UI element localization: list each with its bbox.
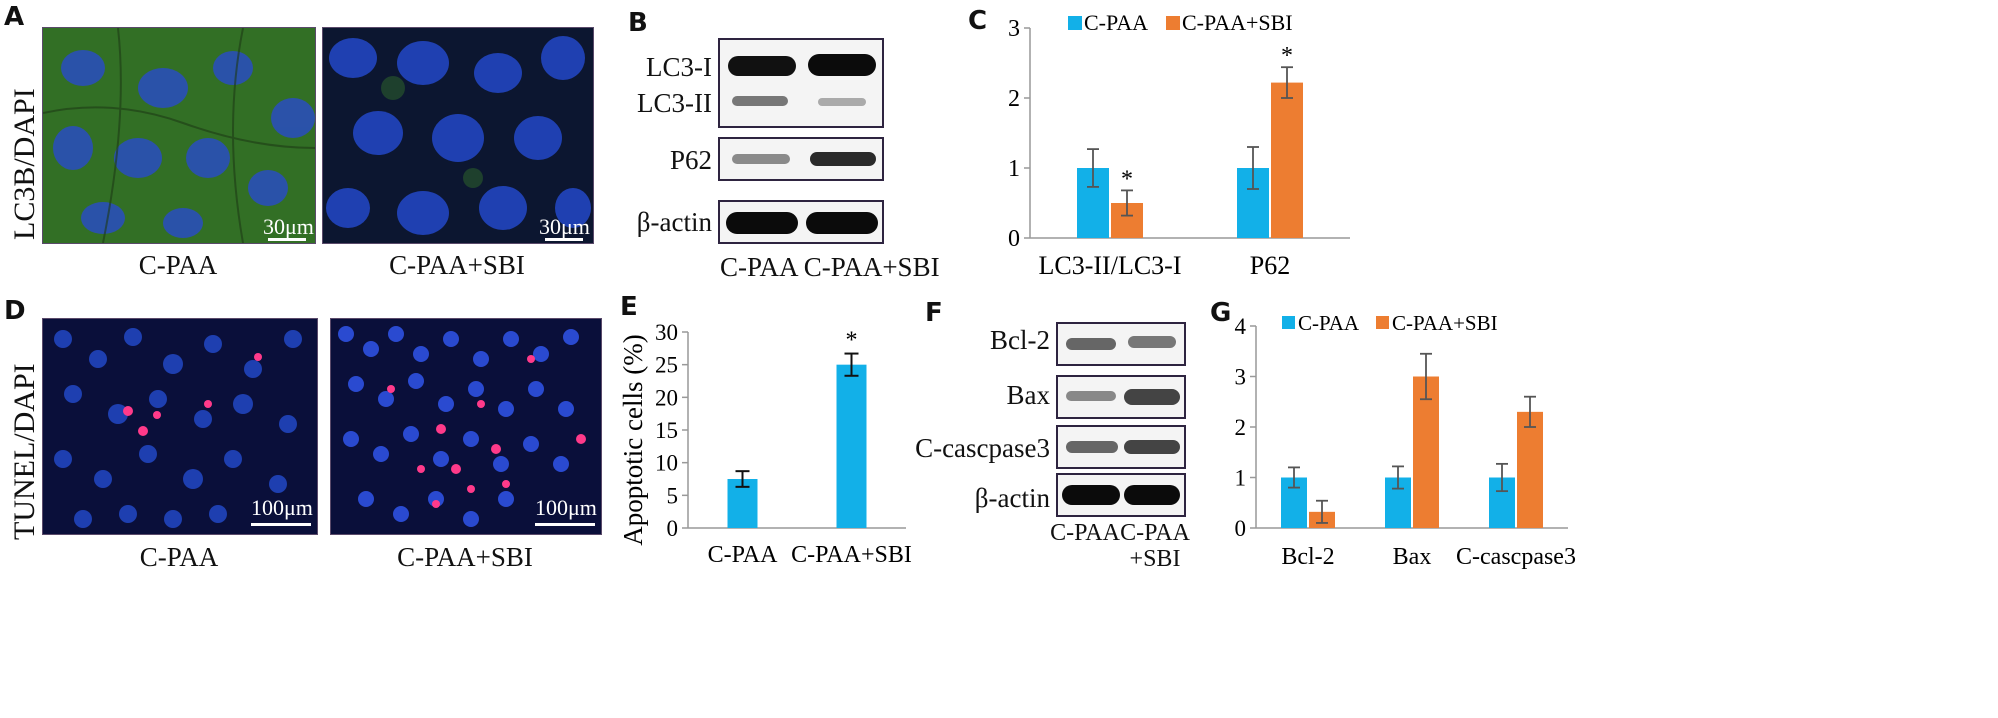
- lc3b-micrograph-control: 30μm: [42, 27, 316, 244]
- blot-c-caspase3-bands: [1066, 440, 1180, 454]
- lane-label: C-PAA: [1120, 520, 1190, 546]
- blot-bax-bands: [1066, 389, 1180, 405]
- x-tick-label: C-cascpase3: [1456, 544, 1576, 570]
- band-label: β-actin: [974, 483, 1050, 513]
- blot-p62: [718, 137, 884, 181]
- panel-letter-d: D: [4, 296, 26, 326]
- y-tick-label: 20: [655, 385, 678, 410]
- band-label: β-actin: [636, 207, 712, 237]
- tunel-micrograph-control: 100μm: [42, 318, 318, 535]
- blot-p62-bands: [732, 152, 876, 166]
- lc3b-image-control: [43, 28, 315, 243]
- caption-control: C-PAA: [138, 250, 218, 280]
- chart-c: 0 1 2 3 * * LC3-II/LC3-I P62 C-PAA C-PAA+SBI: [1008, 10, 1350, 280]
- band-label: Bcl-2: [990, 325, 1050, 355]
- lane-labels: C-PAA C-PAA+SBI: [720, 252, 940, 282]
- caption-sbi: C-PAA+SBI: [397, 542, 533, 572]
- bar: [1413, 376, 1439, 528]
- y-tick-label: 2: [1235, 415, 1247, 440]
- significance-mark: *: [846, 328, 858, 354]
- x-tick-label: Bax: [1393, 544, 1432, 570]
- significance-mark: *: [1281, 43, 1293, 69]
- chart-g: 0 1 2 3 4 Bcl-2 Bax C-cascpase3 C-PAA C-PAA+SB…: [1235, 311, 1576, 570]
- panel-d-side-label: TUNEL/DAPI: [8, 363, 41, 540]
- scale-bar: [545, 238, 583, 241]
- y-tick-label: 4: [1235, 314, 1247, 339]
- scale-bar-label: 30μm: [539, 214, 590, 239]
- lc3b-image-sbi: [323, 28, 593, 243]
- x-tick-label: LC3-II/LC3-I: [1039, 251, 1182, 280]
- blot-lc3-bands: [728, 54, 876, 106]
- scale-bar-label: 100μm: [535, 495, 597, 520]
- legend-swatch-c-paa: [1068, 16, 1082, 30]
- band-label: LC3-II: [637, 88, 712, 118]
- legend: C-PAA C-PAA+SBI: [1282, 311, 1498, 335]
- y-tick-label: 0: [667, 516, 679, 541]
- legend: C-PAA C-PAA+SBI: [1068, 10, 1293, 35]
- x-tick-label: P62: [1250, 251, 1290, 280]
- legend-label: C-PAA: [1298, 311, 1360, 335]
- scale-bar: [535, 523, 595, 526]
- blot-beta-actin: [718, 200, 884, 244]
- chart-e: Apoptotic cells (%) 0 5 10 15 20 25 30 * C-PAA…: [618, 320, 912, 568]
- blot-c-caspase3: [1056, 425, 1186, 469]
- bar: [836, 364, 867, 528]
- tunel-micrograph-sbi: 100μm: [330, 318, 602, 535]
- x-tick-label: Bcl-2: [1281, 544, 1334, 570]
- significance-mark: *: [1121, 166, 1133, 192]
- panel-letter-b: B: [628, 8, 648, 38]
- legend-label: C-PAA+SBI: [1392, 311, 1498, 335]
- band-label: P62: [669, 145, 712, 175]
- legend-swatch-c-paa-sbi: [1376, 316, 1389, 329]
- legend-label: C-PAA: [1084, 10, 1148, 35]
- panel-letter-a: A: [4, 2, 25, 32]
- y-tick-label: 5: [667, 483, 679, 508]
- y-tick-label: 3: [1008, 16, 1020, 42]
- y-tick-label: 1: [1008, 156, 1020, 182]
- band-label: Bax: [1006, 380, 1051, 410]
- scale-bar: [268, 238, 306, 241]
- blot-beta-actin-f: [1056, 473, 1186, 517]
- panel-letter-g: G: [1210, 298, 1232, 328]
- y-tick-label: 3: [1235, 365, 1247, 390]
- blot-bcl2: [1056, 322, 1186, 366]
- lane-label: C-PAA: [1050, 520, 1120, 546]
- legend-swatch-c-paa-sbi: [1166, 16, 1180, 30]
- y-tick-label: 0: [1235, 516, 1247, 541]
- scale-bar-label: 30μm: [263, 214, 314, 239]
- legend-label: C-PAA+SBI: [1182, 10, 1293, 35]
- x-tick-label: C-PAA+SBI: [791, 542, 912, 568]
- blot-bcl2-bands: [1066, 336, 1176, 350]
- blot-beta-actin-bands: [726, 212, 878, 234]
- y-tick-label: 1: [1235, 466, 1247, 491]
- y-axis-label: Apoptotic cells (%): [618, 334, 648, 545]
- tunel-image-control: [43, 319, 317, 534]
- x-tick-label: C-PAA: [708, 542, 778, 568]
- blot-beta-actin-f-bands: [1062, 485, 1180, 505]
- caption-sbi: C-PAA+SBI: [389, 250, 525, 280]
- y-tick-label: 2: [1008, 86, 1020, 112]
- tunel-image-sbi: [331, 319, 601, 534]
- bar: [1517, 411, 1543, 528]
- panel-a-side-label: LC3B/DAPI: [8, 88, 41, 240]
- y-tick-label: 0: [1008, 226, 1020, 252]
- lane-label: +SBI: [1129, 546, 1181, 572]
- lc3b-micrograph-sbi: 30μm: [322, 27, 594, 244]
- band-label: C-cascpase3: [915, 433, 1050, 463]
- legend-swatch-c-paa: [1282, 316, 1295, 329]
- panel-letter-c: C: [968, 6, 988, 36]
- panel-letter-e: E: [620, 292, 638, 322]
- scale-bar-label: 100μm: [251, 495, 313, 520]
- caption-control: C-PAA: [139, 542, 219, 572]
- scale-bar: [251, 523, 311, 526]
- y-tick-label: 15: [655, 418, 678, 443]
- blot-bax: [1056, 375, 1186, 419]
- band-label: LC3-I: [646, 52, 712, 82]
- y-tick-label: 10: [655, 451, 678, 476]
- y-tick-label: 30: [655, 320, 678, 345]
- bar: [1271, 82, 1303, 238]
- y-tick-label: 25: [655, 353, 678, 378]
- panel-letter-f: F: [925, 298, 943, 328]
- blot-lc3: [718, 38, 884, 128]
